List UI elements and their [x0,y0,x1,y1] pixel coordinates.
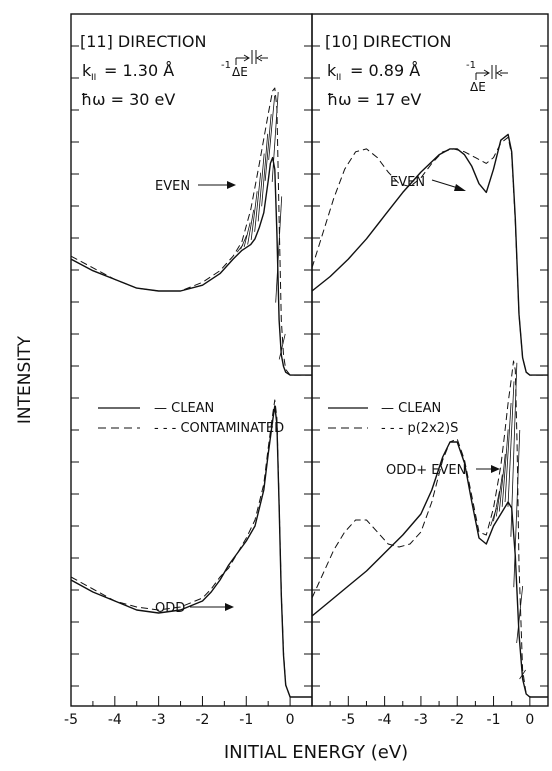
left-panel-frame [70,13,313,707]
left-x-tick-label: 0 [286,712,295,728]
right-hatch-mark [513,429,521,588]
right-hatch-mark [498,453,506,512]
right-even-arrow [431,179,466,191]
right-hatch-mark [495,474,503,517]
right-legend: — CLEAN - - - p(2x2)S [328,401,458,436]
right-x-tick-label: -2 [450,712,464,728]
right-x-tick-label: -1 [487,712,501,728]
left-hatch-mark [254,172,262,232]
left-legend-dashed-label: - - - CONTAMINATED [154,421,284,436]
right-hatch-mark [507,381,515,507]
right-k-exponent: -1 [466,60,476,71]
right-hatch-mark [516,585,524,644]
left-hatch-mark [264,114,272,181]
right-even-label: EVEN [390,175,425,190]
right-delta-e-marker [475,65,508,80]
left-upper-solid-curve [70,156,312,376]
right-hw-label: ħω = 17 eV [327,90,421,109]
left-lower-dashed-curve [70,399,312,698]
left-lower-solid-curve [70,405,312,698]
right-legend-solid-label: — CLEAN [381,401,441,416]
left-legend-solid-label: — CLEAN [154,401,214,416]
right-lower-dashed-curve [311,360,548,698]
left-x-tick-label: -3 [152,712,166,728]
left-hatch-mark [240,235,248,250]
right-x-tick-label: -4 [378,712,392,728]
left-upper-dashed-curve [70,87,312,376]
right-odd-even-arrow [476,465,500,473]
left-k-value: = 1.30 Å [104,61,174,80]
y-axis-title: INTENSITY [15,335,35,424]
right-k-subscript: II [336,73,341,83]
left-hatch-mark [257,153,265,222]
right-delta-e: ΔE [470,80,486,94]
right-hatch-mark [493,491,500,522]
left-k-exponent: -1 [221,60,231,71]
left-x-tick-label: -1 [239,712,253,728]
right-lower-solid-curve [311,441,548,698]
left-odd-label: ODD [155,601,185,616]
left-hatch-mark [268,95,276,160]
right-x-tick-label: -3 [414,712,428,728]
right-hatch-mark [501,429,509,507]
right-k-value: = 0.89 Å [350,61,420,80]
left-x-tick-label: -4 [108,712,122,728]
right-upper-dashed-curve [311,136,548,376]
left-hatch-mark [243,222,251,248]
left-hatch-mark [278,333,286,360]
right-x-tick-label: 0 [525,712,534,728]
left-k-subscript: II [91,73,96,83]
right-hatch-mark [504,402,512,503]
left-hw-label: ħω = 30 eV [81,90,175,109]
left-x-tick-label: -5 [64,712,78,728]
right-odd-even-label: ODD+ EVEN [386,463,466,478]
left-odd-arrow [190,603,234,611]
left-hatch-mark [250,191,258,241]
left-delta-e: ΔE [232,65,248,79]
left-x-tick-label: -2 [195,712,209,728]
right-x-tick-label: -5 [341,712,355,728]
left-k-label: k [82,61,92,80]
right-direction-label: [10] DIRECTION [325,32,451,51]
right-panel-frame [311,13,549,707]
left-hatch-mark [275,196,283,303]
left-hatch-mark [261,133,269,207]
left-delta-e-marker [235,50,268,65]
left-even-label: EVEN [155,179,190,194]
right-legend-dashed-label: - - - p(2x2)S [381,421,458,436]
left-legend: — CLEAN - - - CONTAMINATED [98,401,284,436]
left-direction-label: [11] DIRECTION [80,32,206,51]
left-hatch-mark [247,209,255,245]
x-axis-title: INITIAL ENERGY (eV) [224,742,408,763]
right-k-label: k [327,61,337,80]
left-even-arrow [198,181,236,189]
